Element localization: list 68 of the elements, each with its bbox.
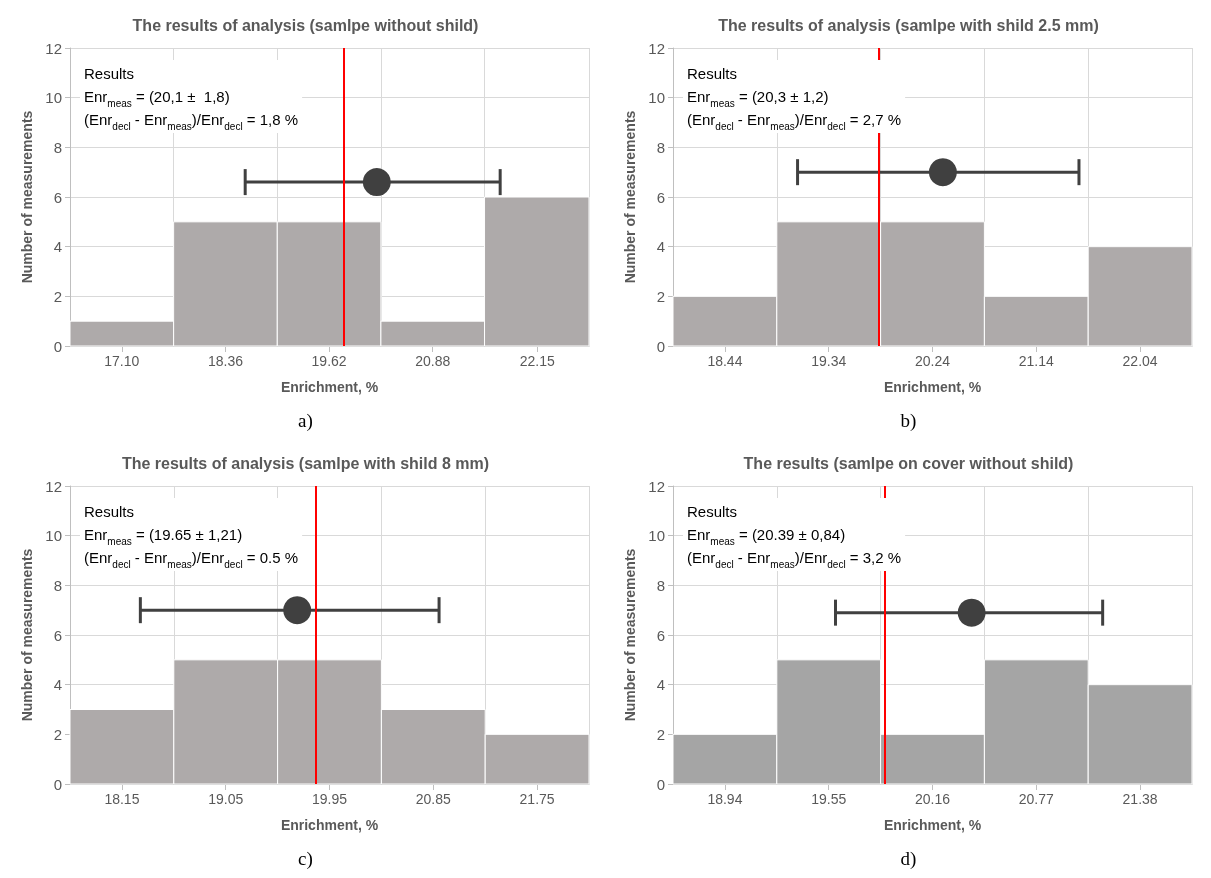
- y-tick-label: 2: [656, 725, 665, 743]
- y-tick-label: 12: [648, 477, 665, 495]
- y-tick-label: 4: [656, 238, 665, 256]
- y-tick-label: 8: [656, 138, 665, 156]
- y-tick-label: 8: [656, 576, 665, 594]
- x-tick-label: 21.38: [1122, 791, 1158, 807]
- chart-title: The results of analysis (samlpe with shild 8 mm): [121, 454, 490, 472]
- x-tick-label: 18.44: [707, 353, 743, 369]
- annotation: Results: [84, 65, 135, 82]
- y-tick-label: 2: [656, 287, 665, 305]
- y-tick-label: 2: [53, 725, 62, 743]
- y-tick-label: 12: [45, 477, 62, 495]
- x-tick-label: 20.85: [415, 791, 452, 807]
- y-tick-label: 6: [656, 626, 665, 644]
- x-tick-label: 22.04: [1122, 353, 1158, 369]
- annotation: Results: [687, 65, 738, 82]
- y-axis-title: Number of measurements: [19, 548, 35, 722]
- y-tick-label: 0: [656, 337, 665, 355]
- x-axis-title: Enrichment, %: [883, 817, 982, 833]
- text: c): [298, 848, 313, 870]
- y-tick-label: 10: [45, 527, 62, 545]
- x-axis-title: Enrichment, %: [883, 379, 982, 395]
- chart-title: The results of analysis (samlpe without shild): [132, 16, 479, 34]
- x-tick-label: 18.36: [207, 353, 244, 369]
- x-tick-label: 20.88: [415, 353, 451, 369]
- x-tick-label: 21.14: [1018, 353, 1055, 369]
- y-tick-label: 10: [45, 89, 62, 107]
- y-tick-label: 8: [53, 138, 62, 156]
- y-tick-label: 12: [45, 39, 62, 57]
- y-tick-label: 6: [53, 626, 62, 644]
- y-tick-label: 4: [53, 676, 62, 694]
- x-tick-label: 18.94: [707, 791, 743, 807]
- x-axis-title: Enrichment, %: [280, 817, 379, 833]
- x-tick-label: 21.75: [519, 791, 555, 807]
- y-axis-title: Number of measurements: [622, 548, 638, 722]
- x-tick-label: 20.16: [914, 791, 951, 807]
- x-tick-label: 19.34: [811, 353, 847, 369]
- x-axis-title: Enrichment, %: [280, 379, 379, 395]
- annotation: Results: [687, 503, 738, 520]
- x-tick-label: 18.15: [104, 791, 140, 807]
- y-tick-label: 6: [656, 188, 665, 206]
- x-tick-label: 17.10: [104, 353, 140, 369]
- x-tick-label: 20.24: [914, 353, 951, 369]
- y-tick-label: 8: [53, 576, 62, 594]
- text: d): [900, 848, 917, 870]
- y-tick-label: 4: [656, 676, 665, 694]
- y-tick-label: 4: [53, 238, 62, 256]
- x-tick-label: 19.55: [811, 791, 847, 807]
- y-tick-label: 10: [648, 89, 665, 107]
- y-tick-label: 12: [648, 39, 665, 57]
- y-tick-label: 6: [53, 188, 62, 206]
- text: b): [900, 410, 917, 432]
- y-axis-title: Number of measurements: [622, 110, 638, 284]
- chart-title: The results (samlpe on cover without shild): [743, 454, 1074, 472]
- x-tick-label: 22.15: [519, 353, 555, 369]
- x-tick-label: 19.95: [311, 791, 348, 807]
- x-tick-label: 19.05: [208, 791, 244, 807]
- y-tick-label: 0: [53, 337, 62, 355]
- chart-title: The results of analysis (samlpe with shild 2.5 mm): [718, 16, 1099, 34]
- y-tick-label: 2: [53, 287, 62, 305]
- x-tick-label: 20.77: [1018, 791, 1055, 807]
- x-tick-label: 19.62: [311, 353, 347, 369]
- text: a): [298, 410, 313, 432]
- y-tick-label: 0: [656, 775, 665, 793]
- y-tick-label: 0: [53, 775, 62, 793]
- y-axis-title: Number of measurements: [19, 110, 35, 284]
- annotation: Results: [84, 503, 135, 520]
- y-tick-label: 10: [648, 527, 665, 545]
